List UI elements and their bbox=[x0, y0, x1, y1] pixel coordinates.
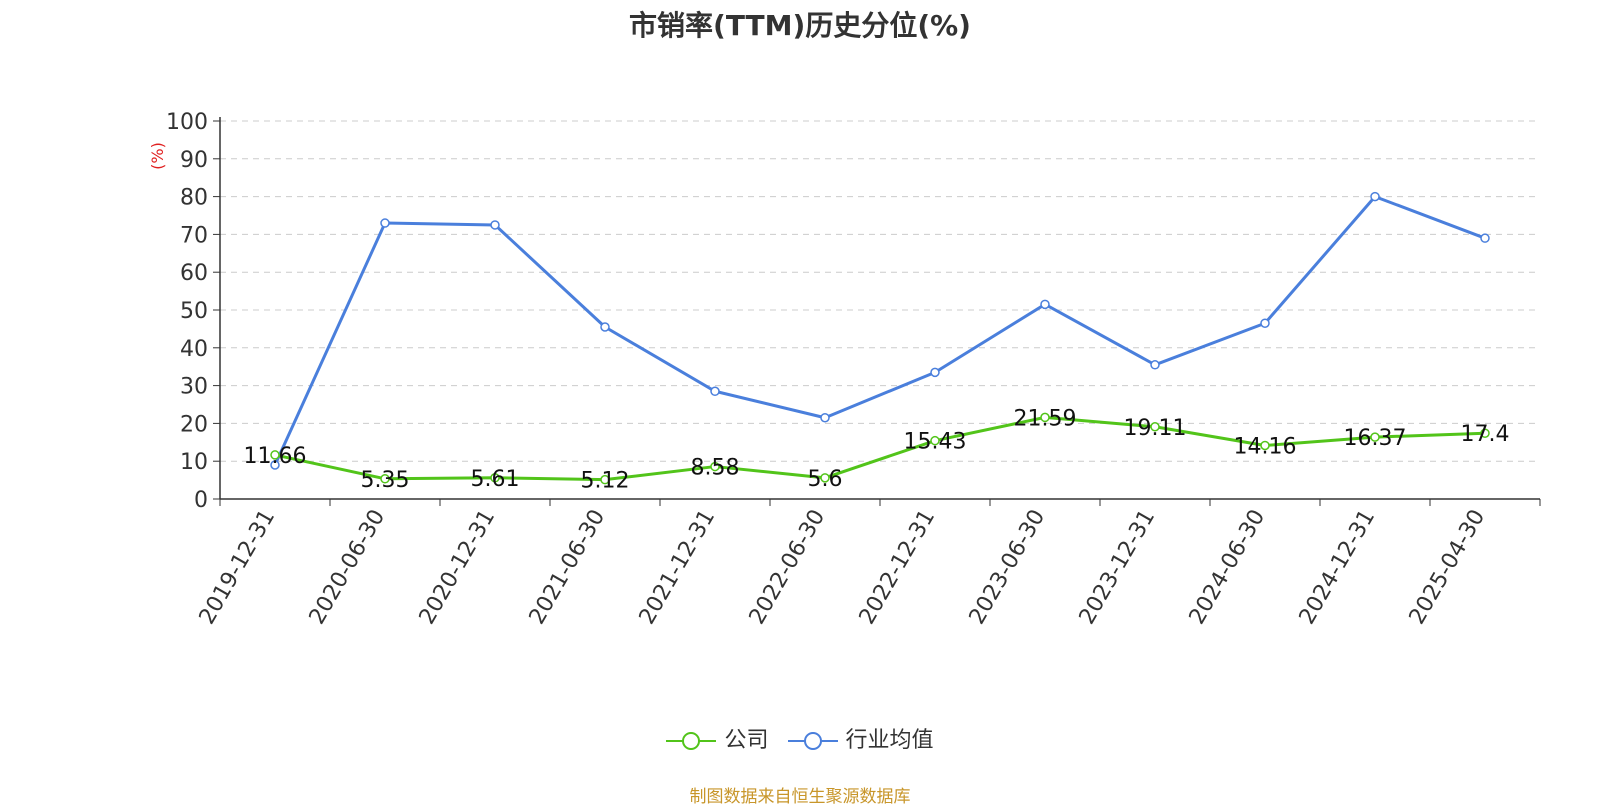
point-industry-average[interactable] bbox=[1370, 191, 1380, 202]
legend-label-industry-average: 行业均值 bbox=[845, 728, 934, 753]
data-label: 21.59 bbox=[1014, 406, 1077, 431]
data-label: 11.66 bbox=[244, 444, 307, 469]
x-tick-label: 2024-12-31 bbox=[1295, 506, 1381, 629]
point-industry-average[interactable] bbox=[270, 460, 280, 470]
x-tick-label: 2023-06-30 bbox=[965, 506, 1051, 629]
x-tick-label: 2021-06-30 bbox=[525, 506, 611, 629]
series-line-company bbox=[274, 415, 1486, 482]
x-tick-label: 2024-06-30 bbox=[1185, 506, 1271, 629]
point-industry-average[interactable] bbox=[380, 218, 390, 228]
point-company[interactable] bbox=[710, 461, 720, 472]
legend-item-company[interactable]: 公司 bbox=[666, 722, 769, 754]
x-tick-label: 2019-12-31 bbox=[195, 506, 281, 629]
point-company[interactable] bbox=[1040, 412, 1050, 423]
series-group bbox=[270, 191, 1490, 485]
x-tick-label: 2022-06-30 bbox=[745, 506, 831, 629]
data-label: 8.58 bbox=[691, 456, 740, 481]
y-tick-label: 100 bbox=[166, 110, 208, 135]
data-labels: 11.66 5.35 5.61 5.12 8.58 5.6 15.43 21.59 19.11 1… bbox=[244, 406, 1510, 493]
y-tick-label: 70 bbox=[180, 223, 208, 248]
x-tick-label: 2023-12-31 bbox=[1075, 506, 1161, 629]
y-tick-label: 40 bbox=[180, 337, 208, 362]
point-industry-average[interactable] bbox=[710, 386, 720, 397]
data-label: 5.35 bbox=[361, 468, 410, 493]
point-industry-average[interactable] bbox=[600, 322, 610, 332]
point-industry-average[interactable] bbox=[1150, 360, 1160, 370]
point-industry-average[interactable] bbox=[1260, 318, 1270, 328]
series-line-industry-average bbox=[273, 195, 1486, 466]
point-industry-average[interactable] bbox=[490, 220, 500, 230]
x-tick-label: 2021-12-31 bbox=[635, 506, 721, 629]
y-tick-label: 0 bbox=[194, 488, 208, 513]
y-tick-label: 90 bbox=[180, 148, 208, 173]
y-axis-label: (%) bbox=[148, 142, 167, 170]
data-label: 14.16 bbox=[1234, 434, 1297, 459]
grid-lines bbox=[220, 120, 1540, 462]
legend-company-swatch bbox=[666, 732, 717, 750]
y-tick-label: 80 bbox=[180, 186, 208, 211]
point-company[interactable] bbox=[820, 473, 830, 483]
point-company[interactable] bbox=[1150, 422, 1160, 432]
axes: 0 10 20 30 40 50 60 70 80 90 100 2019-12-31 2020-06-… bbox=[166, 110, 1541, 629]
y-tick-label: 20 bbox=[180, 412, 208, 437]
point-industry-average[interactable] bbox=[1040, 299, 1050, 310]
x-tick-label: 2022-12-31 bbox=[855, 506, 941, 629]
y-tick-label: 60 bbox=[180, 261, 208, 286]
point-company[interactable] bbox=[1480, 428, 1490, 438]
x-tick-label: 2020-12-31 bbox=[415, 506, 501, 629]
data-label: 17.4 bbox=[1461, 422, 1510, 447]
y-tick-label: 50 bbox=[180, 299, 208, 324]
x-tick-label: 2020-06-30 bbox=[305, 506, 391, 629]
data-label: 16.37 bbox=[1344, 426, 1407, 451]
data-label: 5.6 bbox=[808, 467, 843, 492]
y-tick-label: 10 bbox=[180, 450, 208, 475]
point-industry-average[interactable] bbox=[930, 367, 940, 378]
legend-item-industry-average[interactable]: 行业均值 bbox=[787, 722, 934, 754]
y-tick-label: 30 bbox=[180, 375, 208, 400]
data-label: 5.12 bbox=[581, 469, 630, 494]
point-company[interactable] bbox=[1260, 440, 1270, 451]
chart-title: 市销率(TTM)历史分位(%) bbox=[629, 9, 971, 42]
point-company[interactable] bbox=[380, 474, 390, 484]
source-note: 制图数据来自恒生聚源数据库 bbox=[689, 787, 911, 807]
line-chart: 0 10 20 30 40 50 60 70 80 90 100 2019-12-31 2020-06-… bbox=[148, 110, 1541, 629]
legend: 公司 行业均值 bbox=[0, 722, 1600, 754]
data-label: 15.43 bbox=[904, 430, 967, 455]
point-industry-average[interactable] bbox=[820, 412, 830, 423]
point-industry-average[interactable] bbox=[1480, 233, 1490, 243]
legend-industry-swatch bbox=[787, 732, 838, 750]
point-company[interactable] bbox=[490, 473, 500, 483]
point-company[interactable] bbox=[270, 450, 280, 460]
x-tick-label: 2025-04-30 bbox=[1405, 506, 1491, 629]
point-company[interactable] bbox=[930, 435, 940, 446]
data-label: 19.11 bbox=[1124, 416, 1187, 441]
point-company[interactable] bbox=[1370, 432, 1380, 442]
data-label: 5.61 bbox=[471, 467, 520, 492]
legend-label-company: 公司 bbox=[724, 728, 769, 753]
point-company[interactable] bbox=[600, 474, 610, 485]
